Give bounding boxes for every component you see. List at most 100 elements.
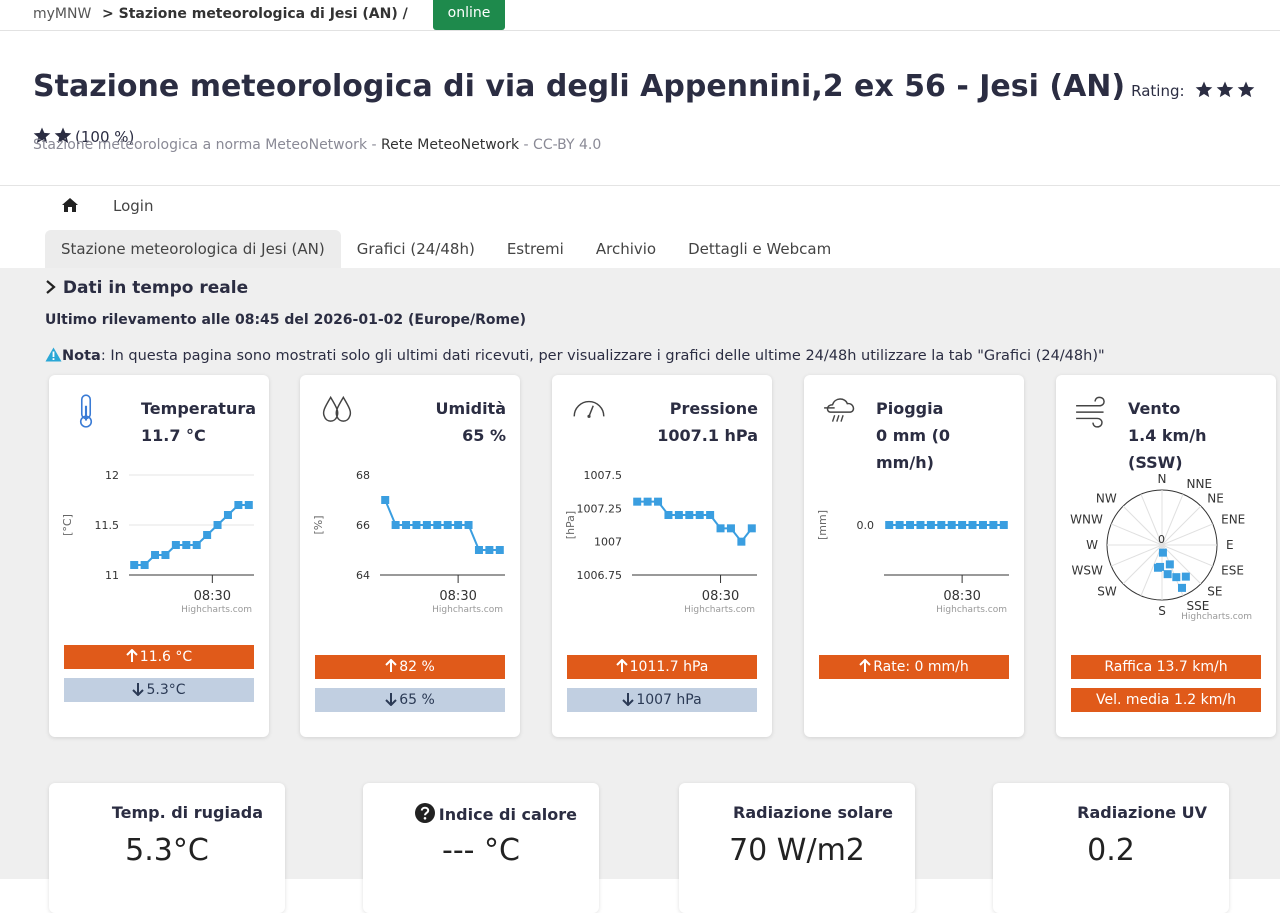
arrow-shape [859, 658, 871, 672]
card-title: Umidità [435, 399, 506, 418]
data-point [223, 511, 232, 519]
star [1237, 81, 1255, 98]
data-point [213, 521, 222, 529]
x-tick-label: 08:30 [943, 589, 980, 604]
stat-label: Raffica 13.7 km/h [1104, 659, 1228, 675]
data-point [192, 541, 201, 549]
section-heading[interactable]: Dati in tempo reale [45, 278, 248, 298]
card-heading: Vento 1.4 km/h (SSW) [1128, 395, 1262, 476]
note-text: : In questa pagina sono mostrati solo gl… [100, 348, 1105, 364]
weather-card: Vento 1.4 km/h (SSW) N NNE NE ENE E ESE SE SSE S SW… [1056, 375, 1276, 737]
data-point [716, 524, 725, 533]
data-point [412, 521, 421, 529]
stat-label: Vel. media 1.2 km/h [1096, 692, 1236, 708]
arrow-icon [615, 658, 628, 672]
weather-card: Pressione 1007.1 hPa [hPa] 1006.75 1007 1007.… [552, 375, 772, 737]
data-point [203, 531, 212, 539]
tab[interactable]: Archivio [595, 240, 657, 258]
direction-label: NW [1096, 491, 1117, 505]
data-point [454, 521, 463, 529]
y-tick-label: 1007.5 [584, 469, 623, 482]
spoke [1140, 493, 1163, 546]
tab[interactable]: Stazione meteorologica di Jesi (AN) [45, 230, 341, 268]
data-point [151, 551, 160, 559]
data-point [422, 521, 431, 529]
arrow-icon [126, 648, 138, 662]
data-point [244, 501, 253, 509]
card-heading: Pioggia 0 mm (0 mm/h) [876, 395, 1010, 476]
status-badge: online [433, 0, 505, 30]
arrow-icon [622, 693, 635, 707]
y-tick-label: 11 [105, 569, 119, 582]
data-point [674, 511, 683, 519]
rating-percent: (100 %) [75, 128, 135, 146]
spoke [1161, 493, 1184, 546]
data-point [978, 521, 987, 529]
weather-card: Umidità 65 % [%] 64 66 68 08:30 Highcharts.com 8… [300, 375, 520, 737]
spoke [1161, 544, 1202, 585]
data-point [968, 521, 977, 529]
arrow-shape [385, 658, 397, 672]
card-chart: [hPa] 1006.75 1007 1007.25 1007.5 08:30Highch… [564, 469, 757, 615]
summary-title: Radiazione UV [1077, 803, 1207, 822]
section-title: Dati in tempo reale [62, 278, 249, 298]
y-tick-label: 1007 [594, 536, 622, 549]
login-link[interactable]: Login [113, 197, 154, 215]
spoke [1110, 523, 1163, 546]
direction-label: SW [1097, 585, 1117, 599]
summary-value: 70 W/m2 [729, 833, 865, 868]
header: Stazione meteorologica di via degli Appe… [33, 66, 1273, 158]
data-point [1172, 573, 1181, 582]
data-point [234, 501, 243, 509]
y-axis-title: [mm] [816, 510, 829, 540]
direction-label: ENE [1221, 513, 1245, 527]
tab-bar: Stazione meteorologica di Jesi (AN) Grafi… [45, 230, 847, 268]
star [1195, 81, 1213, 98]
summary-value: 5.3°C [125, 833, 209, 868]
home-icon[interactable] [61, 197, 79, 213]
summary-title-text: Temp. di rugiada [111, 803, 263, 822]
tab[interactable]: Dettagli e Webcam [688, 240, 832, 258]
stat-label: 1007 hPa [636, 692, 702, 708]
icon-shape [573, 400, 605, 417]
x-tick-label: 08:30 [194, 589, 231, 604]
tab[interactable]: Grafici (24/48h) [356, 240, 475, 258]
weather-card: Temperatura 11.7 °C [°C] 11 11.5 12 08:30 Highc… [49, 375, 269, 737]
help-icon [414, 803, 435, 823]
data-point [989, 521, 998, 529]
icon-shape [322, 395, 352, 422]
data-point [171, 541, 180, 549]
direction-label: SE [1207, 585, 1222, 599]
tab[interactable]: Estremi [506, 240, 564, 258]
card-heading: Temperatura 11.7 °C [141, 395, 256, 449]
help-dot [423, 817, 427, 820]
breadcrumb-site[interactable]: myMNW [33, 6, 92, 22]
subtitle-network[interactable]: Rete MeteoNetwork [381, 137, 520, 153]
y-tick-label: 66 [356, 519, 370, 532]
star-shape [1195, 81, 1213, 98]
y-axis-title: [hPa] [564, 511, 577, 539]
data-point [926, 521, 935, 529]
page: MeteoNetwork { "breadcrumb": {"site": "m… [0, 0, 1280, 879]
data-point [706, 511, 715, 519]
stat-box: Raffica 13.7 km/h [1071, 655, 1261, 679]
summary-card: Radiazione solare 70 W/m2 [679, 783, 915, 913]
star-shape [33, 127, 51, 144]
rating-stars [33, 69, 1258, 150]
x-tick-label: 08:30 [702, 589, 739, 604]
data-point [958, 521, 967, 529]
star-shape [1216, 81, 1234, 98]
spoke [1110, 544, 1163, 567]
data-point [182, 541, 191, 549]
star [33, 127, 51, 144]
data-point [726, 524, 735, 533]
data-point [391, 521, 400, 529]
arrow-shape [132, 683, 145, 697]
data-point [937, 521, 946, 529]
data-point [474, 546, 483, 554]
credits: Highcharts.com [432, 605, 503, 615]
stat-box: 82 % [315, 655, 505, 679]
data-point [433, 521, 442, 529]
summary-title: Indice di calore [414, 803, 577, 824]
stat-box: Vel. media 1.2 km/h [1071, 688, 1261, 712]
